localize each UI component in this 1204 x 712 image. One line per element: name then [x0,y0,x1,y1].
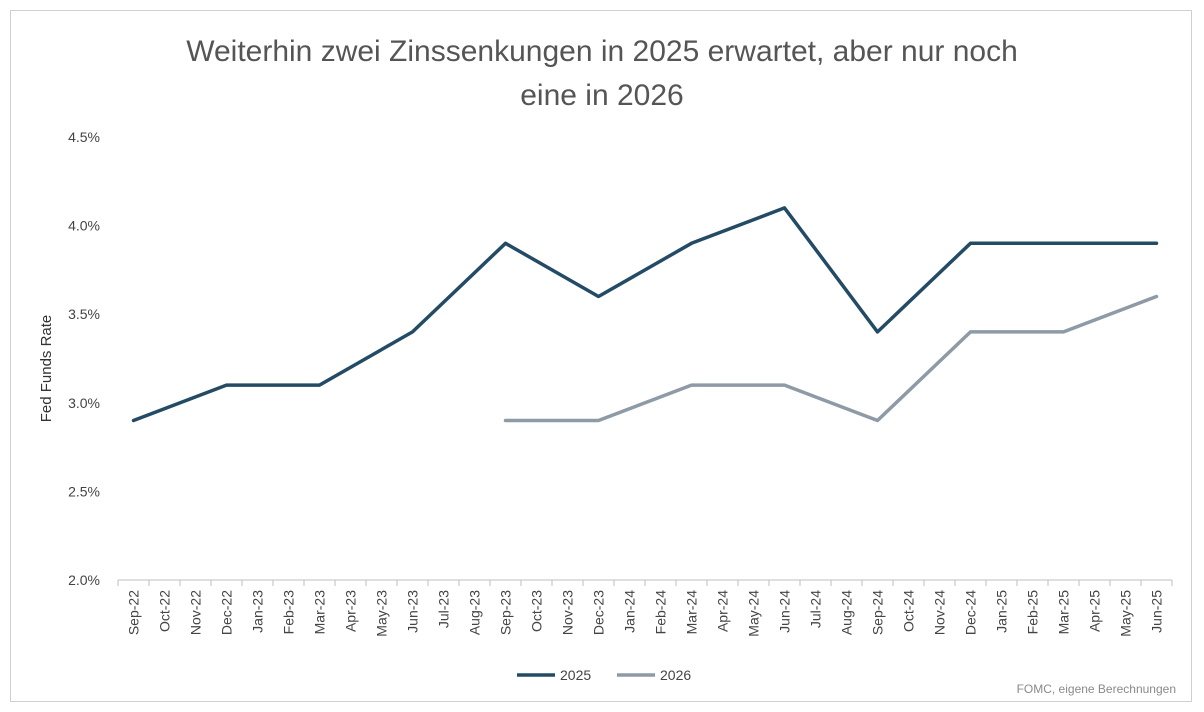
x-tick-label: Jun-25 [1149,590,1165,633]
x-tick-label: Dec-22 [219,590,235,635]
x-tick-label: Oct-24 [901,590,917,632]
x-tick-label: Oct-22 [157,590,173,632]
x-axis: Sep-22 Oct-22 Nov-22 Dec-22 Jan-23 Feb-23 Mar-… [117,579,1173,637]
x-tick-label: Mar-25 [1056,590,1072,635]
series-line-2025 [131,206,1159,423]
x-tick-label: Mar-23 [312,590,328,635]
x-tick-label: Jan-23 [250,590,266,633]
x-tick-label: Nov-24 [932,590,948,635]
x-tick-label: Sep-22 [126,590,142,635]
y-tick-label: 2.0% [68,572,100,588]
x-tick-label: Jun-23 [405,590,421,633]
chart-title-line-1: Weiterhin zwei Zinssenkungen in 2025 erw… [186,35,1018,68]
x-tick-label: Apr-25 [1087,590,1103,632]
x-tick-label: May-25 [1118,590,1134,637]
x-tick-label: Dec-24 [963,590,979,635]
y-tick-label: 3.0% [68,395,100,411]
chart-title: Weiterhin zwei Zinssenkungen in 2025 erw… [0,30,1204,118]
x-tick-label: Sep-24 [870,590,886,635]
series-line-2026 [503,294,1159,423]
x-tick-label: Jul-24 [808,590,824,628]
y-axis-label: Fed Funds Rate [38,315,55,423]
chart-frame [10,10,1192,702]
x-tick-label: Feb-23 [281,590,297,635]
source-note: FOMC, eigene Berechnungen [1016,682,1176,696]
x-tick-label: Sep-23 [498,590,514,635]
x-tick-label: Aug-24 [839,590,855,635]
x-tick-label: Apr-23 [343,590,359,632]
y-tick-label: 2.5% [68,483,100,499]
y-axis: 2.0% 2.5% 3.0% 3.5% 4.0% 4.5% [68,129,100,588]
x-tick-label: Jan-25 [994,590,1010,633]
y-tick-label: 3.5% [68,306,100,322]
legend-label-2026: 2026 [660,667,691,683]
x-tick-label: Nov-22 [188,590,204,635]
legend: 2025 2026 [517,667,691,683]
series-layer [131,206,1159,423]
x-tick-label: Apr-24 [715,590,731,632]
legend-label-2025: 2025 [560,667,591,683]
x-tick-label: Aug-23 [467,590,483,635]
y-tick-label: 4.0% [68,218,100,234]
y-tick-label: 4.5% [68,129,100,145]
x-tick-label: Feb-25 [1025,590,1041,635]
x-tick-label: Jun-24 [777,590,793,633]
chart-title-line-2: eine in 2026 [520,79,684,112]
x-tick-label: Jan-24 [622,590,638,633]
x-tick-label: Dec-23 [591,590,607,635]
x-tick-label: Feb-24 [653,590,669,635]
x-tick-label: Oct-23 [529,590,545,632]
x-tick-label: May-24 [746,590,762,637]
x-tick-label: Jul-23 [436,590,452,628]
x-tick-label: Nov-23 [560,590,576,635]
x-tick-label: Mar-24 [684,590,700,635]
x-tick-label: May-23 [374,590,390,637]
